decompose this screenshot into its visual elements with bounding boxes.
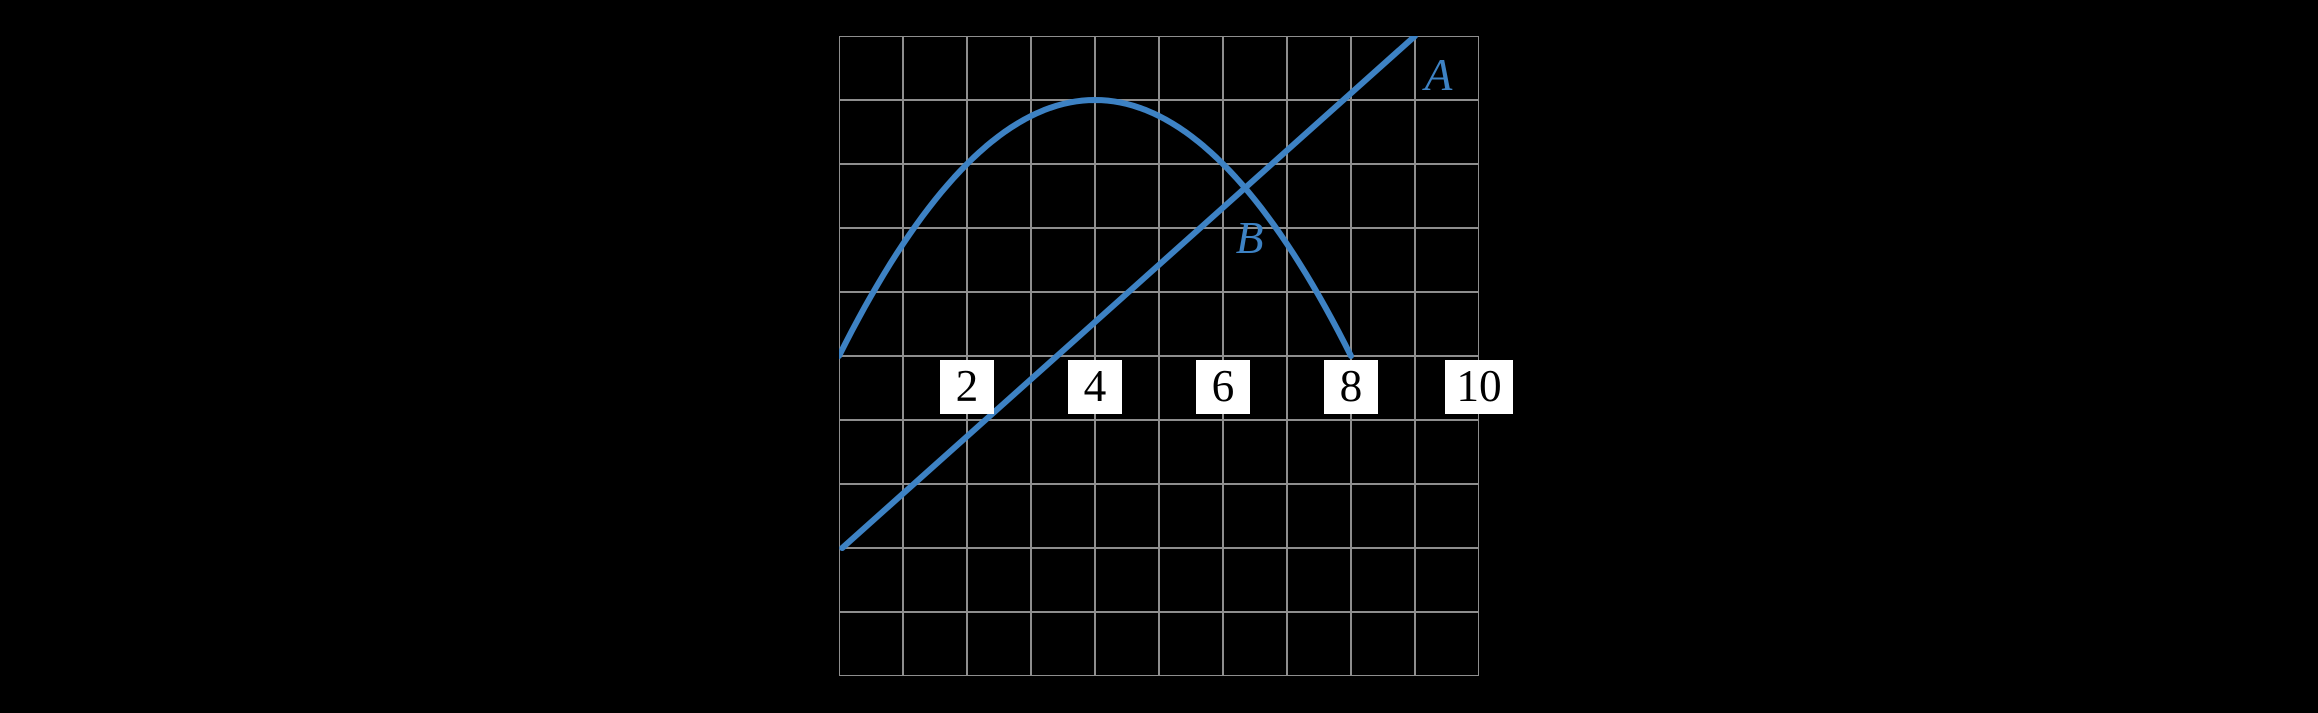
x-tick-6: 6 [1196, 360, 1250, 414]
x-tick-10: 10 [1445, 360, 1513, 414]
curve-label-a: A [1425, 49, 1453, 101]
curve-label-b: B [1236, 212, 1264, 264]
x-tick-2: 2 [940, 360, 994, 414]
chart-container: A B 246810 [839, 36, 1479, 676]
x-tick-4: 4 [1068, 360, 1122, 414]
chart-svg [839, 36, 1479, 676]
x-tick-8: 8 [1324, 360, 1378, 414]
